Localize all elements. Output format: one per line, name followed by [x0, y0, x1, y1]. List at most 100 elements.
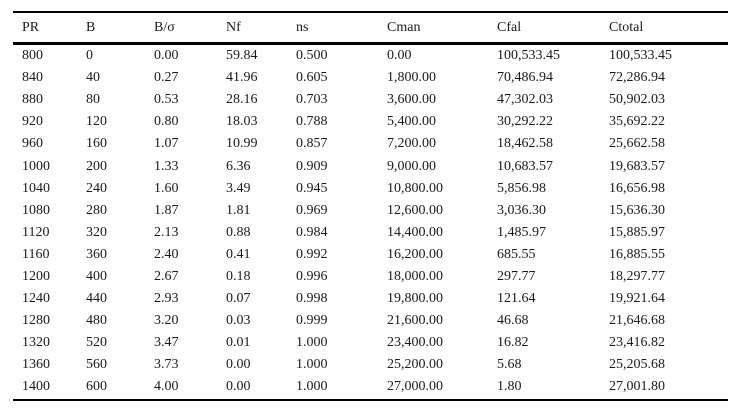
- table-cell: 0.703: [296, 92, 328, 108]
- table-cell: 80: [86, 92, 100, 108]
- table-cell: 5,400.00: [387, 114, 436, 130]
- table-cell: 440: [86, 291, 107, 307]
- table-cell: 1.000: [296, 335, 328, 351]
- table-cell: 15,636.30: [609, 202, 665, 218]
- table-cell: 27,000.00: [387, 379, 443, 395]
- table-row: 1360 560 3.73 0.00 1.000 25,200.00 5.68 25,205.…: [13, 354, 728, 376]
- table-cell: 0.00: [226, 379, 251, 395]
- table-cell: 16,200.00: [387, 246, 443, 262]
- table-cell: 5,856.98: [497, 180, 546, 196]
- table-cell: 9,000.00: [387, 158, 436, 174]
- table-cell: 1.33: [154, 158, 179, 174]
- table-cell: 23,416.82: [609, 335, 665, 351]
- table-cell: 1320: [22, 335, 50, 351]
- table-cell: 14,400.00: [387, 224, 443, 240]
- table-cell: 160: [86, 136, 107, 152]
- table-cell: 1000: [22, 158, 50, 174]
- table-cell: 100,533.45: [609, 48, 672, 64]
- header-row: PR B B/σ Nf ns Cman Cfal Ctotal: [13, 12, 728, 45]
- table-cell: 480: [86, 313, 107, 329]
- table-cell: 1.87: [154, 202, 179, 218]
- table-cell: 685.55: [497, 246, 536, 262]
- table-cell: 0.992: [296, 246, 328, 262]
- table-cell: 360: [86, 246, 107, 262]
- table-cell: 0.969: [296, 202, 328, 218]
- table-cell: 19,683.57: [609, 158, 665, 174]
- table-cell: 920: [22, 114, 43, 130]
- table-cell: 0.999: [296, 313, 328, 329]
- table-cell: 16.82: [497, 335, 529, 351]
- table-cell: 600: [86, 379, 107, 395]
- table-cell: 30,292.22: [497, 114, 553, 130]
- table-row: 1120 320 2.13 0.88 0.984 14,400.00 1,485.97 15,…: [13, 222, 728, 244]
- table-cell: 0.03: [226, 313, 251, 329]
- table-row: 1280 480 3.20 0.03 0.999 21,600.00 46.68 21,646…: [13, 310, 728, 332]
- table-cell: 18,462.58: [497, 136, 553, 152]
- table-row: 1400 600 4.00 0.00 1.000 27,000.00 1.80 27,001.…: [13, 376, 728, 399]
- table-cell: 0.00: [387, 48, 412, 64]
- column-header: B: [86, 12, 154, 45]
- table-cell: 21,600.00: [387, 313, 443, 329]
- table-cell: 0: [86, 48, 93, 64]
- table-cell: 0.88: [226, 224, 251, 240]
- table-cell: 3.49: [226, 180, 251, 196]
- table-cell: 0.998: [296, 291, 328, 307]
- table-cell: 19,800.00: [387, 291, 443, 307]
- table-cell: 200: [86, 158, 107, 174]
- table-body: 800 0 0.00 59.84 0.500 0.00 100,533.45 100,533.…: [13, 44, 728, 400]
- table-cell: 0.27: [154, 70, 179, 86]
- table-cell: 0.80: [154, 114, 179, 130]
- table-cell: 2.93: [154, 291, 179, 307]
- table-row: 960 160 1.07 10.99 0.857 7,200.00 18,462.58 25,…: [13, 133, 728, 155]
- table-cell: 25,662.58: [609, 136, 665, 152]
- table-cell: 23,400.00: [387, 335, 443, 351]
- table-cell: 1080: [22, 202, 50, 218]
- table-cell: 35,692.22: [609, 114, 665, 130]
- table-cell: 0.945: [296, 180, 328, 196]
- table-cell: 280: [86, 202, 107, 218]
- table-cell: 16,656.98: [609, 180, 665, 196]
- table-cell: 3.47: [154, 335, 179, 351]
- table-cell: 21,646.68: [609, 313, 665, 329]
- table-cell: 0.53: [154, 92, 179, 108]
- table-cell: 1360: [22, 357, 50, 373]
- table-cell: 5.68: [497, 357, 522, 373]
- table-cell: 0.857: [296, 136, 328, 152]
- table-row: 1000 200 1.33 6.36 0.909 9,000.00 10,683.57 19,…: [13, 155, 728, 177]
- table-row: 800 0 0.00 59.84 0.500 0.00 100,533.45 100,533.…: [13, 44, 728, 68]
- column-header: Ctotal: [609, 12, 728, 45]
- table-cell: 4.00: [154, 379, 179, 395]
- data-table: PR B B/σ Nf ns Cman Cfal Ctotal 800 0 0.00 59.84 0.…: [13, 11, 728, 401]
- table-cell: 0.788: [296, 114, 328, 130]
- table-cell: 0.605: [296, 70, 328, 86]
- table-cell: 0.909: [296, 158, 328, 174]
- column-header: Nf: [226, 12, 296, 45]
- table-cell: 10,683.57: [497, 158, 553, 174]
- table-cell: 800: [22, 48, 43, 64]
- table-cell: 320: [86, 224, 107, 240]
- table-cell: 19,921.64: [609, 291, 665, 307]
- table-cell: 1.80: [497, 379, 522, 395]
- table-cell: 41.96: [226, 70, 258, 86]
- table-cell: 1400: [22, 379, 50, 395]
- table-cell: 2.67: [154, 268, 179, 284]
- table-cell: 12,600.00: [387, 202, 443, 218]
- table-cell: 1200: [22, 268, 50, 284]
- table-cell: 28.16: [226, 92, 258, 108]
- table-cell: 0.00: [154, 48, 179, 64]
- table-row: 1200 400 2.67 0.18 0.996 18,000.00 297.77 18,29…: [13, 266, 728, 288]
- table-cell: 40: [86, 70, 100, 86]
- table-row: 1240 440 2.93 0.07 0.998 19,800.00 121.64 19,92…: [13, 288, 728, 310]
- table-cell: 1.81: [226, 202, 251, 218]
- table-cell: 1.07: [154, 136, 179, 152]
- table-cell: 0.984: [296, 224, 328, 240]
- table-cell: 520: [86, 335, 107, 351]
- table-cell: 15,885.97: [609, 224, 665, 240]
- table-cell: 1,485.97: [497, 224, 546, 240]
- table-cell: 10.99: [226, 136, 258, 152]
- table-cell: 0.01: [226, 335, 251, 351]
- table-cell: 3,036.30: [497, 202, 546, 218]
- table-cell: 1160: [22, 246, 50, 262]
- table-cell: 400: [86, 268, 107, 284]
- table-row: 840 40 0.27 41.96 0.605 1,800.00 70,486.94 72,2…: [13, 67, 728, 89]
